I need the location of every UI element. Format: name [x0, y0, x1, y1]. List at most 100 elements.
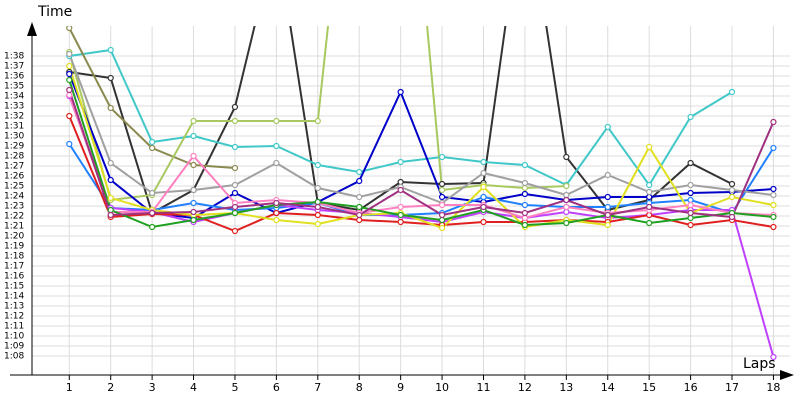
y-tick-label: 1:22	[4, 212, 24, 222]
y-tick-label: 1:33	[4, 102, 24, 112]
data-point	[438, 180, 446, 188]
data-point	[521, 201, 529, 209]
y-tick-label: 1:09	[4, 342, 24, 352]
data-point	[190, 216, 197, 224]
data-point	[563, 182, 570, 190]
data-point	[480, 158, 487, 166]
data-point	[521, 190, 529, 198]
data-point	[521, 214, 529, 222]
data-point	[149, 223, 156, 231]
y-axis-arrow	[27, 22, 37, 36]
data-point	[314, 220, 321, 228]
data-point	[563, 208, 570, 216]
data-point	[480, 193, 487, 201]
data-point	[66, 62, 73, 70]
x-axis-title: Laps	[743, 356, 776, 372]
y-tick-label: 1:12	[4, 312, 24, 322]
data-point	[728, 186, 736, 194]
data-point	[314, 117, 321, 125]
data-point	[231, 117, 239, 125]
data-point	[273, 216, 280, 224]
y-tick-label: 1:21	[4, 222, 24, 232]
y-tick-label: 1:16	[4, 272, 24, 282]
data-point	[397, 158, 404, 166]
x-tick-label: 16	[684, 381, 698, 394]
data-point	[66, 70, 73, 78]
x-tick-label: 8	[356, 381, 363, 394]
data-point	[687, 196, 694, 204]
data-point	[438, 201, 446, 209]
data-point	[521, 221, 529, 229]
data-point	[563, 153, 570, 161]
data-point	[438, 224, 446, 232]
data-point	[480, 183, 487, 191]
data-point	[563, 196, 570, 204]
x-tick-label: 15	[642, 381, 656, 394]
data-point	[521, 179, 529, 187]
data-point	[356, 203, 363, 211]
data-point	[231, 203, 239, 211]
data-point	[356, 168, 363, 176]
data-point	[314, 203, 321, 211]
data-point	[438, 193, 446, 201]
y-tick-label: 1:29	[4, 142, 24, 152]
data-point	[687, 159, 694, 167]
data-point	[231, 103, 239, 111]
data-point	[604, 203, 611, 211]
y-tick-label: 1:30	[4, 132, 24, 142]
data-point	[149, 209, 156, 217]
data-point	[107, 194, 114, 202]
x-tick-label: 7	[314, 381, 321, 394]
series-line	[68, 79, 774, 229]
data-point	[604, 171, 611, 179]
data-point	[687, 214, 694, 222]
data-point	[273, 117, 280, 125]
data-point	[190, 161, 197, 169]
data-point	[107, 159, 114, 167]
y-tick-label: 1:14	[4, 292, 24, 302]
data-point	[646, 203, 653, 211]
data-point	[66, 26, 73, 32]
data-point	[107, 74, 114, 82]
data-point	[728, 180, 736, 188]
data-point	[646, 143, 653, 151]
x-tick-label: 12	[518, 381, 532, 394]
data-point	[273, 159, 280, 167]
data-point	[770, 185, 777, 193]
data-point	[231, 209, 239, 217]
data-point	[687, 209, 694, 217]
x-tick-label: 3	[149, 381, 156, 394]
y-tick-label: 1:37	[4, 62, 24, 72]
data-point	[66, 50, 73, 58]
data-point	[563, 191, 570, 199]
y-tick-label: 1:23	[4, 202, 24, 212]
ticks: 1:081:091:101:111:121:131:141:151:161:17…	[4, 52, 780, 395]
data-point	[273, 209, 280, 217]
y-tick-label: 1:10	[4, 332, 24, 342]
y-tick-label: 1:17	[4, 262, 24, 272]
data-point	[687, 113, 694, 121]
y-tick-label: 1:11	[4, 322, 24, 332]
x-tick-label: 9	[397, 381, 404, 394]
data-point	[521, 209, 529, 217]
data-point	[314, 161, 321, 169]
data-point	[107, 104, 114, 112]
y-tick-label: 1:38	[4, 52, 24, 62]
data-point	[397, 178, 404, 186]
data-point	[190, 208, 197, 216]
data-point	[438, 211, 446, 219]
data-point	[521, 184, 529, 192]
x-tick-label: 11	[476, 381, 490, 394]
data-point	[397, 186, 404, 194]
y-tick-label: 1:08	[4, 352, 24, 362]
data-point	[770, 213, 777, 221]
data-point	[231, 143, 239, 151]
data-point	[728, 193, 736, 201]
data-point	[107, 176, 114, 184]
data-point	[770, 191, 777, 199]
data-point	[397, 88, 404, 96]
data-point	[66, 140, 73, 148]
data-point	[646, 219, 653, 227]
